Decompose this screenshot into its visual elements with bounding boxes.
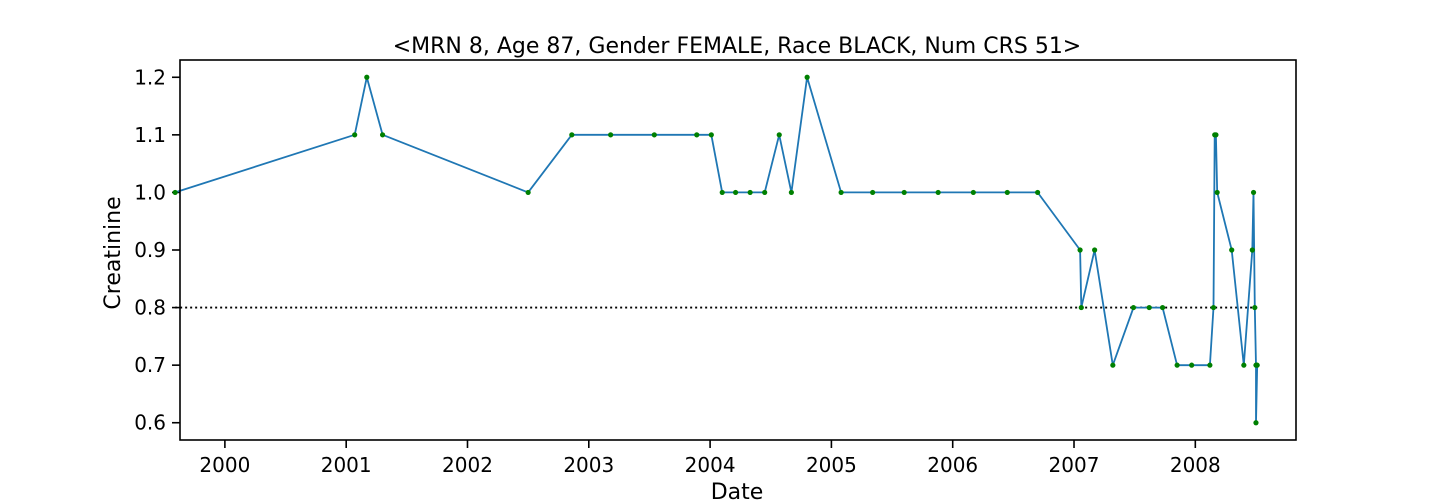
data-point (1241, 362, 1247, 368)
data-point (651, 132, 657, 138)
data-point (569, 132, 575, 138)
x-tick-label: 2005 (806, 453, 857, 477)
data-point (970, 189, 976, 196)
x-tick-label: 2001 (321, 453, 372, 477)
y-tick-label: 1.1 (134, 123, 166, 147)
data-point (364, 74, 370, 80)
y-axis-label: Creatinine (101, 196, 126, 309)
y-tick-label: 0.7 (134, 353, 166, 377)
x-tick-label: 2004 (685, 453, 736, 477)
y-tick-label: 0.6 (134, 411, 166, 435)
data-point (1004, 189, 1010, 196)
series-group (172, 74, 1260, 426)
data-point (1250, 189, 1257, 196)
data-point (694, 132, 700, 138)
data-point (379, 132, 386, 138)
data-point (525, 189, 531, 196)
data-point (608, 132, 614, 138)
data-point (776, 132, 782, 138)
data-point (1174, 362, 1180, 368)
data-point (747, 189, 753, 196)
plot-frame (179, 59, 1297, 441)
data-point (935, 189, 941, 196)
data-point (838, 189, 844, 196)
y-tick-label: 1.2 (134, 65, 166, 89)
y-tick-label: 0.9 (134, 238, 166, 262)
x-tick-label: 2003 (563, 453, 614, 477)
x-tick-label: 2000 (199, 453, 250, 477)
x-tick-label: 2006 (927, 453, 978, 477)
data-point (1130, 304, 1137, 311)
data-point (901, 189, 907, 196)
chart-title: <MRN 8, Age 87, Gender FEMALE, Race BLAC… (393, 34, 1082, 59)
y-tick-label: 0.8 (134, 296, 166, 320)
data-point (732, 189, 739, 196)
data-point (788, 189, 794, 196)
data-point (1229, 247, 1235, 253)
data-point (1210, 304, 1217, 311)
data-point (719, 189, 725, 196)
x-tick-label: 2008 (1170, 453, 1221, 477)
x-tick-label: 2007 (1049, 453, 1100, 477)
data-point (1078, 304, 1084, 311)
data-point (1254, 362, 1260, 368)
data-point (804, 74, 810, 80)
series-line (174, 76, 1259, 424)
x-tick-label: 2002 (442, 453, 493, 477)
data-point (1110, 362, 1116, 368)
data-point (762, 189, 768, 196)
data-point (1035, 189, 1041, 196)
data-point (1249, 247, 1255, 253)
data-point (1214, 189, 1220, 196)
data-point (1252, 304, 1258, 311)
axis-ticks: 2000 2001 2002 2003 2004 2005 2006 2007 2008 0.6 0… (134, 65, 1221, 477)
y-tick-label: 1.0 (134, 180, 166, 204)
data-point (1213, 132, 1219, 138)
data-point (1092, 247, 1098, 253)
x-axis-label: Date (711, 480, 764, 504)
data-point (1146, 304, 1152, 311)
data-point (172, 189, 178, 196)
data-point (1253, 420, 1259, 426)
data-point (1189, 362, 1195, 368)
data-point (708, 132, 714, 138)
data-point (870, 189, 876, 196)
data-point (1159, 304, 1166, 311)
data-point (1077, 247, 1083, 253)
data-point (1207, 362, 1213, 368)
data-point (352, 132, 358, 138)
